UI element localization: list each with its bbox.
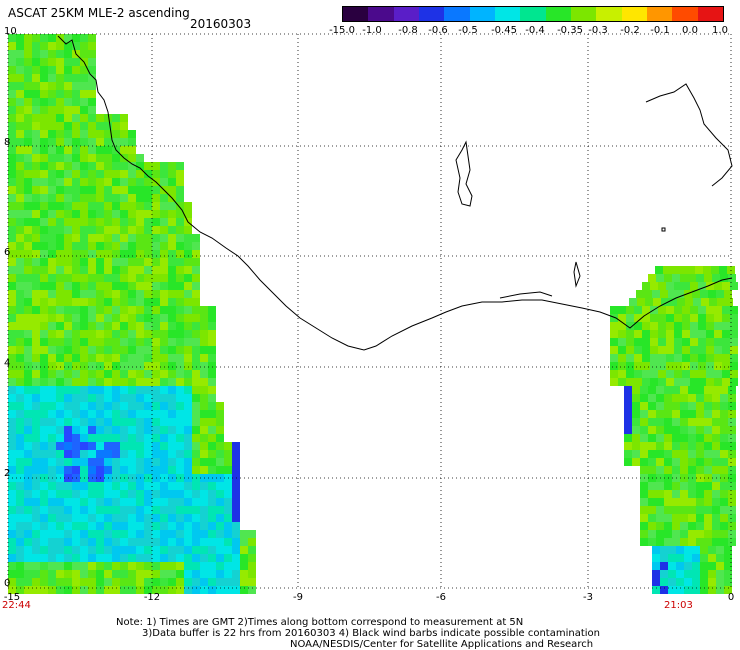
colorbar-labels: -15.0 -1.0 -0.8 -0.6 -0.5 -0.45 -0.4 -0.… xyxy=(329,25,730,39)
colorbar-swatch xyxy=(570,7,597,21)
colorbar-label: -0.35 xyxy=(557,25,583,36)
colorbar-swatch xyxy=(697,7,723,21)
note-line-1: Note: 1) Times are GMT 2)Times along bot… xyxy=(116,617,524,628)
coastline xyxy=(57,35,733,351)
y-tick-label: 8 xyxy=(4,137,11,148)
y-tick-label: 2 xyxy=(4,468,11,479)
x-tick-label: -9 xyxy=(293,592,303,603)
colorbar-swatch xyxy=(343,7,369,21)
grid-lines xyxy=(7,33,732,589)
colorbar-label: 1.0 xyxy=(712,25,728,36)
y-tick-label: 10 xyxy=(4,26,17,37)
colorbar-swatch xyxy=(596,7,622,21)
x-tick-label: -15 xyxy=(3,592,21,603)
x-tick-label: -3 xyxy=(583,592,593,603)
colorbar-label: -0.3 xyxy=(588,25,608,36)
colorbar xyxy=(342,6,724,22)
colorbar-swatch xyxy=(621,7,647,21)
time-right: 21:03 xyxy=(664,600,693,611)
colorbar-label: 0.0 xyxy=(682,25,698,36)
colorbar-swatch xyxy=(469,7,495,21)
x-tick-label: -12 xyxy=(143,592,161,603)
note-line-3: NOAA/NESDIS/Center for Satellite Applica… xyxy=(290,639,594,650)
colorbar-swatch xyxy=(393,7,419,21)
colorbar-swatch xyxy=(545,7,571,21)
colorbar-label: -1.0 xyxy=(362,25,382,36)
colorbar-label: -0.5 xyxy=(458,25,478,36)
map-date: 20160303 xyxy=(190,17,252,31)
y-tick-label: 0 xyxy=(4,578,11,589)
colorbar-label: -0.4 xyxy=(525,25,545,36)
colorbar-swatch xyxy=(672,7,698,21)
note-line-2: 3)Data buffer is 22 hrs from 20160303 4)… xyxy=(142,628,600,639)
map-title: ASCAT 25KM MLE-2 ascending xyxy=(8,6,190,20)
colorbar-label: -0.1 xyxy=(650,25,670,36)
colorbar-label: -0.2 xyxy=(620,25,640,36)
colorbar-swatch xyxy=(494,7,521,21)
colorbar-label: -0.8 xyxy=(398,25,418,36)
colorbar-swatch xyxy=(418,7,445,21)
colorbar-swatch xyxy=(368,7,394,21)
colorbar-swatch xyxy=(520,7,546,21)
colorbar-swatch xyxy=(646,7,673,21)
colorbar-label: -15.0 xyxy=(329,25,355,36)
y-tick-label: 4 xyxy=(4,358,11,369)
y-tick-label: 6 xyxy=(4,247,11,258)
colorbar-swatch xyxy=(444,7,470,21)
colorbar-label: -0.6 xyxy=(428,25,448,36)
x-tick-label: -6 xyxy=(436,592,446,603)
data-swath xyxy=(8,34,738,594)
time-left: 22:44 xyxy=(2,600,31,611)
colorbar-label: -0.45 xyxy=(491,25,517,36)
x-tick-label: 0 xyxy=(727,592,735,603)
